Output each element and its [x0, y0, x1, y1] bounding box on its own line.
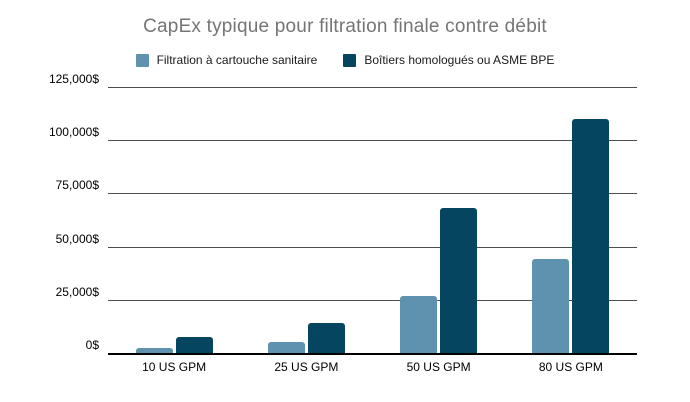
chart-legend: Filtration à cartouche sanitaire Boîtiers…	[0, 53, 690, 67]
gridline	[108, 140, 637, 142]
legend-swatch-icon	[135, 53, 149, 67]
bar-series0-10-us-gpm	[135, 347, 173, 353]
legend-item-0: Filtration à cartouche sanitaire	[135, 53, 318, 67]
chart-title: CapEx typique pour filtration finale con…	[143, 16, 547, 37]
bar-group-50-us-gpm	[373, 87, 505, 353]
x-axis: 10 US GPM 25 US GPM 50 US GPM 80 US GPM	[108, 360, 637, 374]
y-tick-label: 100,000$	[48, 125, 99, 140]
legend-label: Boîtiers homologués ou ASME BPE	[364, 53, 555, 67]
legend-item-1: Boîtiers homologués ou ASME BPE	[343, 53, 554, 67]
bar-series0-25-us-gpm	[267, 342, 305, 353]
y-tick-label: 125,000$	[48, 72, 99, 86]
bars-row	[108, 87, 637, 353]
gridline	[108, 246, 637, 248]
bar-group-10-us-gpm	[108, 87, 240, 353]
x-tick-label: 80 US GPM	[538, 360, 603, 374]
plot-area: 10 US GPM 25 US GPM 50 US GPM 80 US GPM 0$ 2…	[49, 72, 637, 374]
bar-series0-50-us-gpm	[400, 295, 438, 353]
gridline	[108, 299, 637, 301]
legend-label: Filtration à cartouche sanitaire	[156, 53, 318, 67]
bar-series1-80-us-gpm	[572, 118, 610, 353]
x-tick-label: 10 US GPM	[142, 360, 207, 374]
bar-series1-50-us-gpm	[440, 208, 478, 353]
bar-group-25-us-gpm	[240, 87, 372, 353]
bar-series1-25-us-gpm	[307, 323, 345, 353]
y-tick-label: 75,000$	[55, 178, 99, 193]
legend-swatch-icon	[343, 53, 357, 67]
bar-series1-10-us-gpm	[175, 337, 213, 353]
y-tick-label: 25,000$	[55, 284, 99, 299]
y-tick-label: 0$	[85, 338, 99, 352]
y-tick-label: 50,000$	[55, 231, 99, 246]
x-tick-label: 25 US GPM	[274, 360, 339, 374]
bar-group-80-us-gpm	[505, 87, 637, 353]
bar-series0-80-us-gpm	[532, 259, 570, 353]
x-tick-label: 50 US GPM	[406, 360, 471, 374]
gridline	[108, 193, 637, 195]
gridline	[108, 87, 637, 88]
